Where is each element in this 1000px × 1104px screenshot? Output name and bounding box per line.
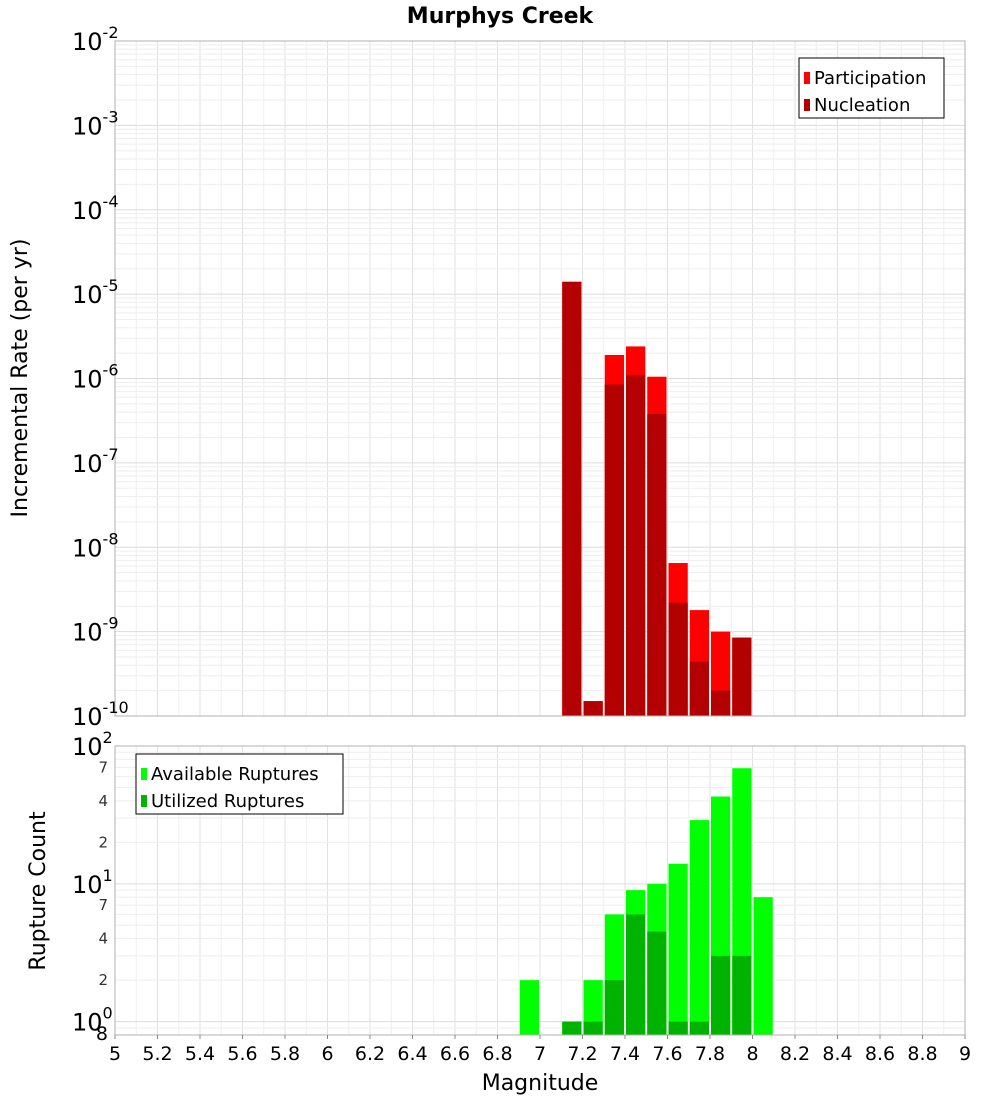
- count-y-minor-label: 4: [98, 930, 108, 948]
- x-tick-label: 8.6: [865, 1043, 895, 1065]
- x-tick-label: 6.6: [440, 1043, 470, 1065]
- utilized-ruptures-bar: [689, 1021, 709, 1035]
- x-tick-label: 8.4: [822, 1043, 852, 1065]
- count-y-tick-label: 101: [72, 866, 113, 899]
- count-y-minor-label: 2: [98, 833, 108, 851]
- utilized-ruptures-bar: [604, 980, 624, 1035]
- x-tick-label: 6.2: [355, 1043, 385, 1065]
- count-y-axis-title: Rupture Count: [26, 811, 51, 971]
- x-tick-label: 5.2: [142, 1043, 172, 1065]
- nucleation-bar: [732, 637, 752, 716]
- x-tick-label: 7.4: [610, 1043, 640, 1065]
- utilized-ruptures-bar: [583, 1021, 603, 1035]
- utilized-ruptures-bar: [668, 1021, 688, 1035]
- x-tick-label: 5: [109, 1043, 121, 1065]
- rate-y-tick-label: 10-6: [72, 361, 119, 394]
- x-tick-label: 7.6: [652, 1043, 682, 1065]
- rate-legend-label: Participation: [814, 68, 926, 89]
- x-tick-label: 6.8: [482, 1043, 512, 1065]
- count-y-minor-label: 4: [98, 792, 108, 810]
- count-legend-label: Available Ruptures: [151, 764, 319, 785]
- x-tick-label: 7.2: [567, 1043, 597, 1065]
- rate-y-tick-label: 10-5: [72, 276, 119, 309]
- available-ruptures-bar: [689, 820, 709, 1035]
- rate-y-tick-label: 10-2: [72, 23, 119, 56]
- x-tick-label: 5.4: [185, 1043, 215, 1065]
- rate-y-tick-label: 10-3: [72, 107, 119, 140]
- nucleation-bar: [583, 701, 603, 716]
- x-tick-label: 6.4: [397, 1043, 427, 1065]
- x-axis-title: Magnitude: [482, 1071, 599, 1096]
- x-tick-label: 6: [321, 1043, 333, 1065]
- available-ruptures-bar: [583, 980, 603, 1035]
- count-y-minor-label: 2: [98, 971, 108, 989]
- plot-content: 10-10 10-9 10-8 10-7 10-6 10-5 10-4 10-3 10-2 100…: [72, 23, 971, 1065]
- available-ruptures-bar: [519, 980, 539, 1035]
- available-ruptures-bar: [753, 897, 773, 1035]
- count-legend-swatch: [141, 795, 147, 807]
- count-legend-label: Utilized Ruptures: [151, 791, 304, 812]
- count-y-minor-label: 7: [98, 896, 108, 914]
- rate-legend-swatch: [804, 72, 810, 84]
- x-tick-label: 8: [746, 1043, 758, 1065]
- rate-y-tick-label: 10-10: [72, 698, 129, 731]
- x-tick-label: 5.8: [270, 1043, 300, 1065]
- rate-y-tick-label: 10-8: [72, 529, 119, 562]
- count-y-minor-label: 8: [96, 1023, 108, 1045]
- nucleation-bar: [604, 384, 624, 716]
- utilized-ruptures-bar: [562, 1021, 582, 1035]
- rate-plot-frame: [114, 40, 966, 717]
- count-legend-swatch: [141, 768, 147, 780]
- chart-title: Murphys Creek: [407, 4, 595, 29]
- x-tick-label: 5.6: [227, 1043, 257, 1065]
- utilized-ruptures-bar: [647, 931, 667, 1035]
- count-y-minor-label: 7: [98, 758, 108, 776]
- rate-y-axis-title: Incremental Rate (per yr): [8, 239, 33, 518]
- x-tick-label: 7: [534, 1043, 546, 1065]
- utilized-ruptures-bar: [711, 955, 731, 1035]
- x-tick-label: 9: [959, 1043, 971, 1065]
- nucleation-bar: [647, 413, 667, 716]
- nucleation-bar: [626, 375, 646, 716]
- nucleation-bar: [689, 661, 709, 716]
- nucleation-bar: [562, 281, 582, 716]
- rate-y-tick-label: 10-7: [72, 445, 119, 478]
- count-y-tick-label: 100: [72, 1004, 113, 1037]
- count-y-tick-label: 102: [72, 728, 113, 761]
- x-tick-label: 8.2: [780, 1043, 810, 1065]
- x-tick-label: 7.8: [695, 1043, 725, 1065]
- nucleation-bar: [711, 690, 731, 716]
- count-legend-box: [135, 753, 344, 815]
- available-ruptures-bar: [668, 863, 688, 1035]
- utilized-ruptures-bar: [732, 955, 752, 1035]
- rate-legend-box: [798, 57, 945, 119]
- rate-legend-swatch: [804, 99, 810, 111]
- utilized-ruptures-bar: [626, 914, 646, 1035]
- rate-legend-label: Nucleation: [814, 95, 910, 116]
- rate-y-tick-label: 10-9: [72, 614, 119, 647]
- rate-y-tick-label: 10-4: [72, 192, 119, 225]
- nucleation-bar: [668, 602, 688, 716]
- x-tick-label: 8.8: [907, 1043, 937, 1065]
